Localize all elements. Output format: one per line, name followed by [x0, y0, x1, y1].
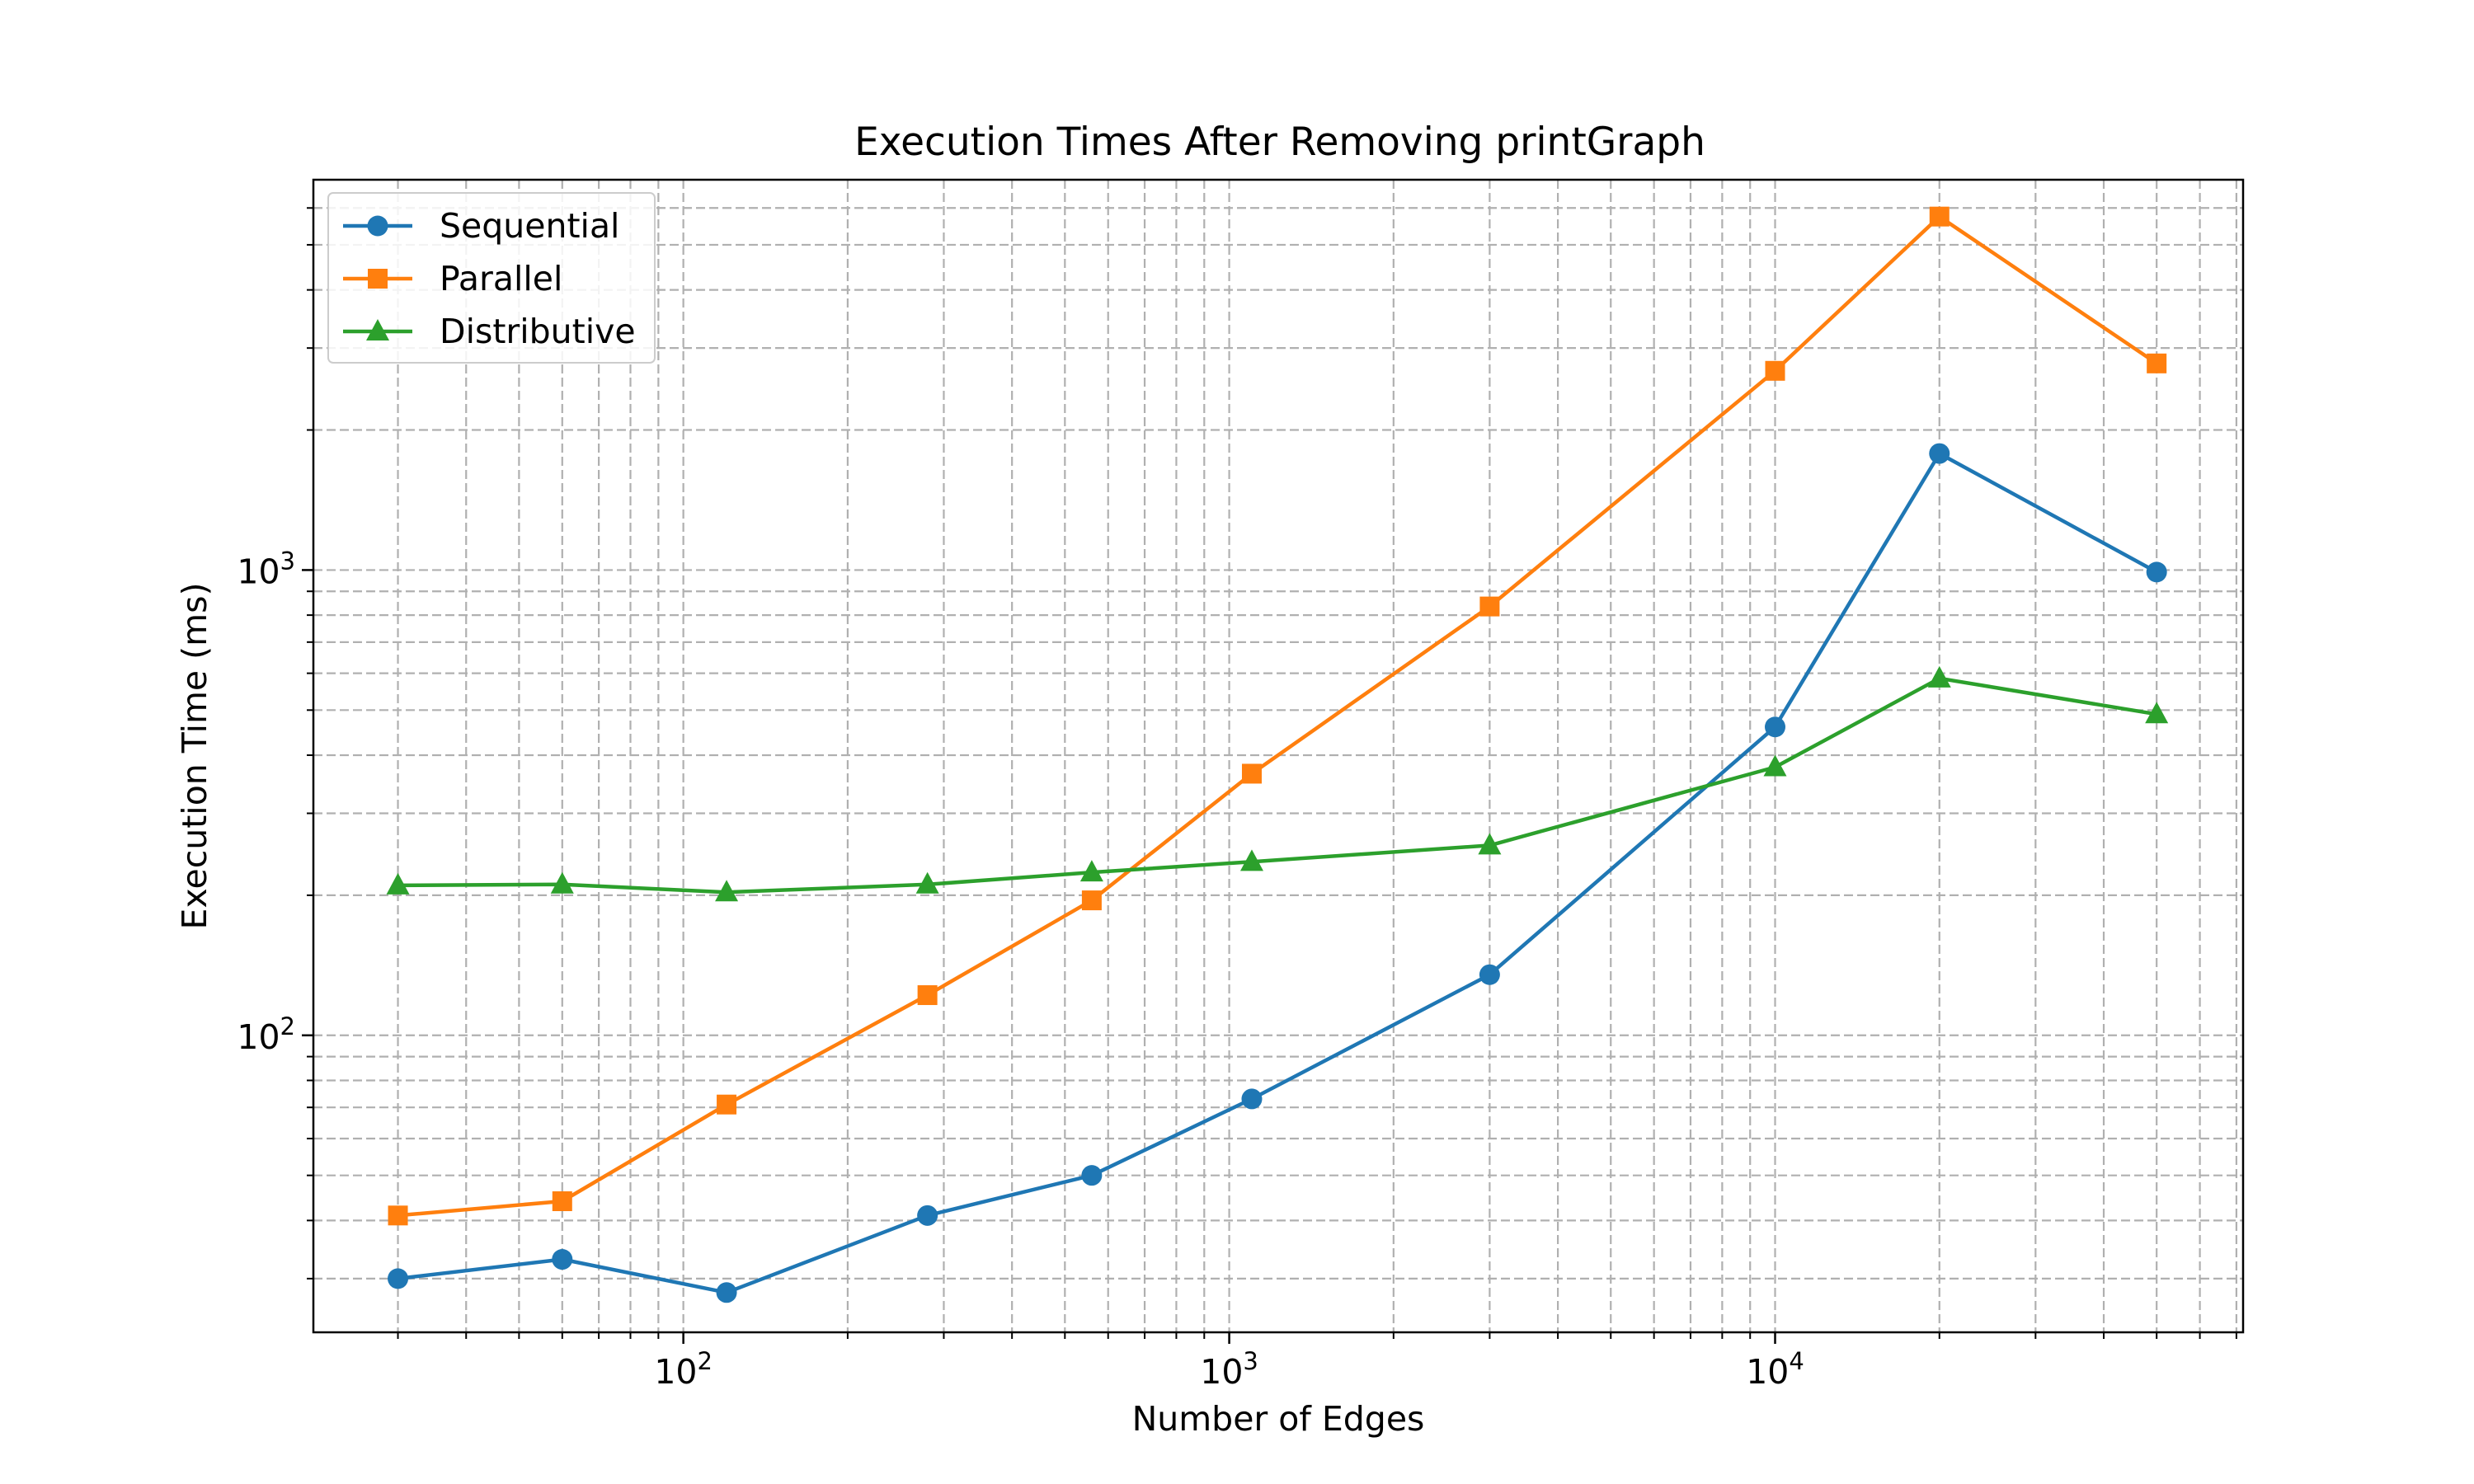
parallel-point [1081, 890, 1102, 911]
sequential-line [396, 451, 2159, 1295]
legend-marker-parallel [368, 269, 388, 289]
parallel-point [1765, 360, 1785, 381]
parallel-point [388, 1205, 408, 1226]
x-axis-label: Number of Edges [1132, 1399, 1425, 1439]
x-tick-label: 102 [654, 1347, 713, 1392]
series-distributive [386, 665, 2169, 902]
distributive-point [1763, 754, 1787, 777]
sequential-point [1081, 1165, 1103, 1186]
legend-item-distributive: Distributive [343, 312, 636, 351]
sequential-point [716, 1282, 737, 1303]
parallel-point [1241, 763, 1262, 784]
legend-label-distributive: Distributive [440, 312, 636, 351]
distributive-line [396, 676, 2159, 895]
sequential-point [1765, 716, 1786, 738]
series-sequential [388, 443, 2167, 1303]
sequential-point [1929, 443, 1950, 464]
sequential-point [388, 1268, 409, 1289]
parallel-point [552, 1191, 572, 1212]
distributive-point [550, 871, 574, 894]
distributive-point [1079, 860, 1103, 882]
legend: Sequential Parallel Distributive [327, 192, 656, 364]
distributive-point [1478, 833, 1502, 855]
distributive-point [715, 880, 739, 902]
legend-item-parallel: Parallel [343, 259, 562, 298]
sequential-point [2146, 561, 2167, 583]
x-tick-label: 104 [1746, 1347, 1804, 1392]
distributive-point [915, 871, 939, 894]
distributive-point [1927, 665, 1951, 688]
sequential-point [552, 1249, 573, 1270]
y-axis-label: Execution Time (ms) [175, 583, 214, 930]
chart-title: Execution Times After Removing printGrap… [854, 120, 1705, 165]
legend-box [327, 192, 656, 364]
series-layer [386, 206, 2169, 1303]
parallel-point [717, 1094, 737, 1115]
y-tick-label: 102 [237, 1012, 295, 1057]
sequential-point [1241, 1088, 1263, 1110]
legend-marker-sequential [367, 215, 388, 237]
parallel-point [1929, 206, 1950, 227]
parallel-point [917, 985, 938, 1006]
sequential-point [1479, 964, 1500, 985]
parallel-point [1479, 596, 1500, 617]
legend-item-sequential: Sequential [343, 206, 619, 246]
y-tick-label: 103 [237, 547, 295, 591]
legend-label-sequential: Sequential [440, 206, 619, 246]
sequential-point [917, 1205, 938, 1226]
parallel-line [396, 214, 2159, 1218]
distributive-point [1239, 849, 1263, 871]
series-parallel [388, 206, 2167, 1226]
ticks: 102 103 104 102 103 [237, 207, 2237, 1392]
distributive-point [386, 872, 410, 895]
x-tick-label: 103 [1200, 1347, 1258, 1392]
parallel-point [2147, 353, 2167, 373]
legend-label-parallel: Parallel [440, 259, 562, 298]
legend-marker-distributive [366, 319, 389, 340]
distributive-point [2145, 702, 2169, 724]
